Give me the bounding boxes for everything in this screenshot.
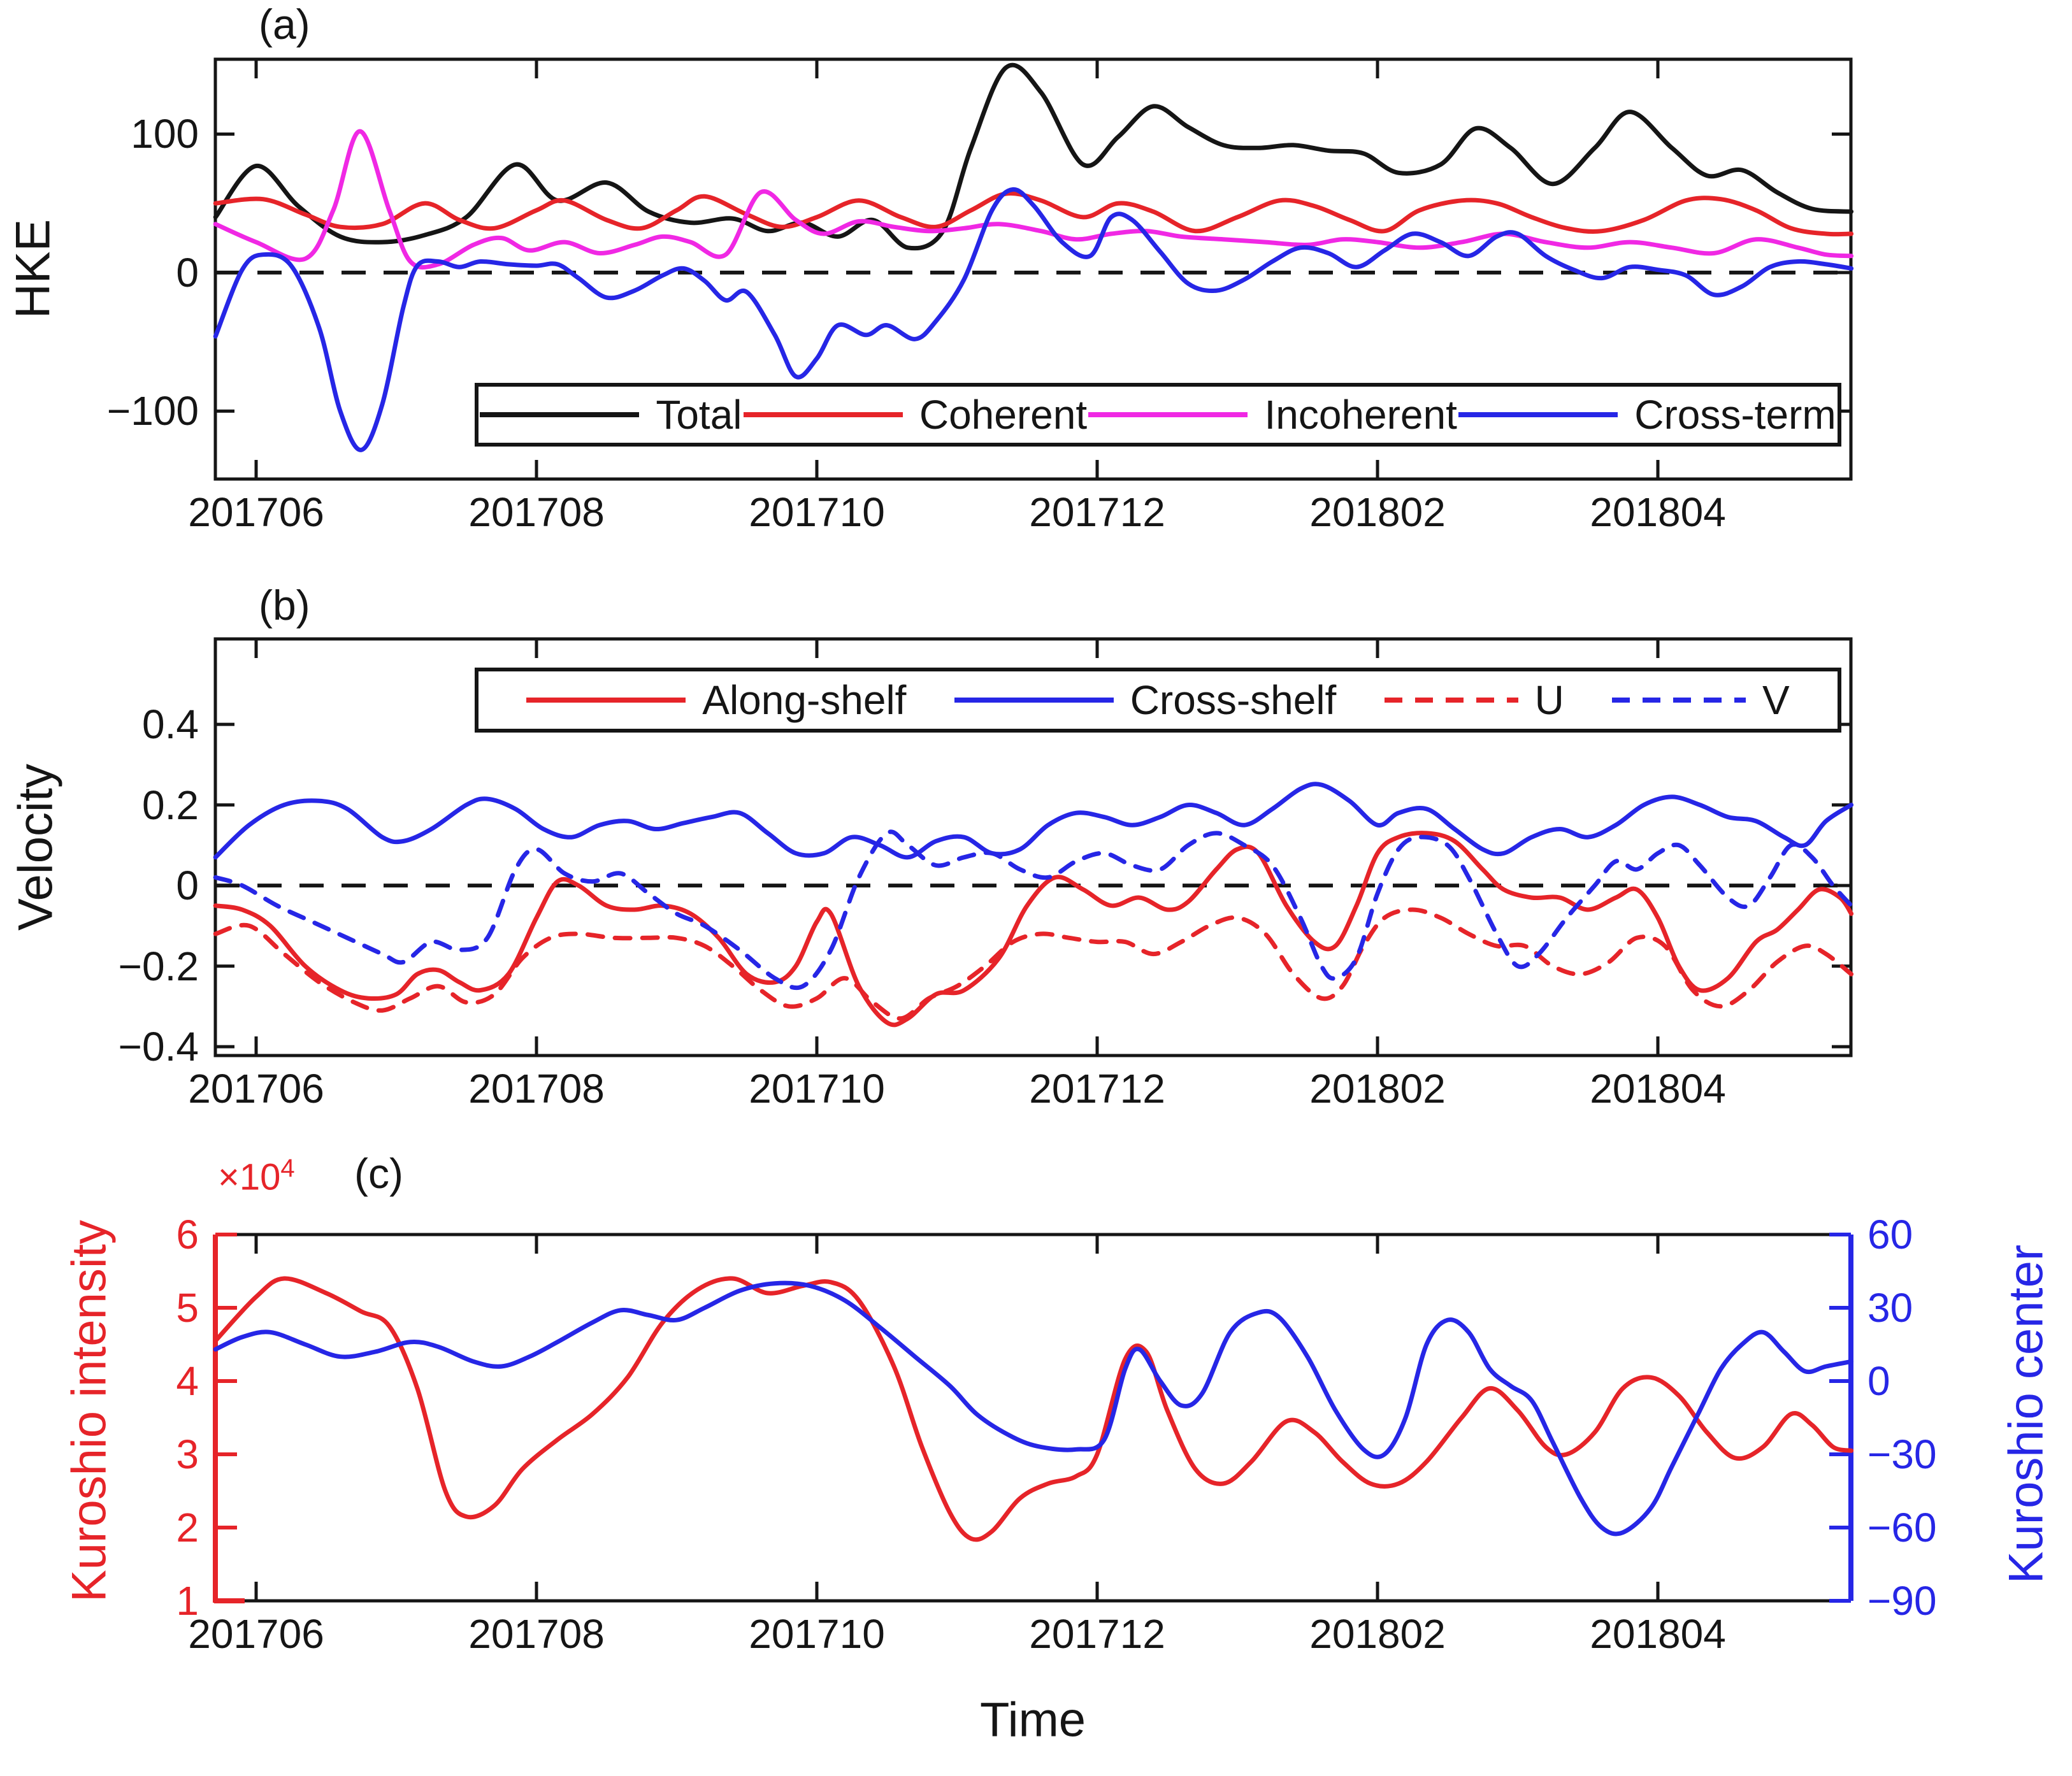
legend-item-v: V — [1612, 677, 1790, 724]
panel-c-left-ytick-label: 3 — [176, 1431, 199, 1477]
legend-label: Along-shelf — [702, 677, 907, 723]
panel-b-ytick-label: 0 — [176, 863, 199, 909]
series-total — [213, 62, 1854, 251]
legend-item-u: U — [1384, 677, 1564, 724]
panel-b-title: (b) — [259, 582, 310, 629]
series-along-shelf — [213, 831, 1854, 1028]
panel-b-ytick-label: −0.4 — [118, 1024, 199, 1070]
panel-a-legend: Total Coherent Incoherent Cross-term — [475, 383, 1841, 447]
panel-c-right-ytick-label: 30 — [1867, 1285, 1913, 1331]
panel-c-xtick-label: 201706 — [188, 1611, 324, 1657]
series-u — [213, 907, 1854, 1021]
panel-a-xtick-label: 201802 — [1309, 489, 1446, 535]
panel-c-right-ytick-label: −30 — [1867, 1431, 1937, 1477]
legend-line-sample — [1458, 412, 1618, 417]
panel-c-right-ytick-label: −90 — [1867, 1578, 1937, 1624]
panel-b-xtick-label: 201802 — [1309, 1066, 1446, 1112]
panel-c-right-ytick-label: −60 — [1867, 1505, 1937, 1550]
panel-c-axis-multiplier: ×104 — [218, 1154, 295, 1198]
panel-c-right-ytick-label: 60 — [1867, 1212, 1913, 1257]
panel-a-ylabel: HKE — [6, 218, 61, 319]
panel-b-xtick-label: 201710 — [749, 1066, 885, 1112]
panel-a-ytick-label: −100 — [106, 388, 199, 434]
panel-c-xtick-label: 201802 — [1309, 1611, 1446, 1657]
panel-b-ytick-label: 0.2 — [142, 782, 199, 828]
legend-line-sample — [954, 698, 1114, 703]
panel-a-xtick-label: 201712 — [1029, 489, 1165, 535]
panel-c-xtick-label: 201804 — [1590, 1611, 1726, 1657]
series-incoherent — [213, 129, 1854, 270]
series-kuroshio-center — [213, 1280, 1854, 1536]
series-cross-term — [213, 187, 1854, 452]
legend-item-incoherent: Incoherent — [1088, 391, 1457, 438]
legend-line-sample — [1088, 412, 1248, 417]
panel-c-left-ytick-label: 1 — [176, 1578, 199, 1624]
panel-c-xtick-label: 201708 — [468, 1611, 605, 1657]
panel-c-right-ytick-label: 0 — [1867, 1358, 1890, 1404]
legend-line-sample — [1384, 698, 1518, 703]
legend-item-cross-term: Cross-term — [1458, 391, 1836, 438]
panel-c-right-ylabel: Kuroshio center — [1999, 1244, 2054, 1584]
panel-c-left-ytick-label: 2 — [176, 1505, 199, 1550]
panel-a-ytick-label: 100 — [131, 111, 199, 157]
panel-b-xtick-label: 201708 — [468, 1066, 605, 1112]
legend-label: U — [1534, 677, 1564, 723]
legend-label: Cross-term — [1634, 392, 1836, 438]
panel-c-left-ytick-label: 5 — [176, 1285, 199, 1331]
legend-item-along-shelf: Along-shelf — [526, 677, 906, 724]
panel-a-xtick-label: 201804 — [1590, 489, 1726, 535]
panel-c-xtick-label: 201710 — [749, 1611, 885, 1657]
legend-label: Incoherent — [1264, 392, 1457, 438]
panel-a-xtick-label: 201706 — [188, 489, 324, 535]
panel-c-left-ytick-label: 4 — [176, 1358, 199, 1404]
legend-label: Coherent — [919, 392, 1088, 438]
panel-b-frame — [213, 637, 1853, 1057]
panel-c-xtick-label: 201712 — [1029, 1611, 1165, 1657]
panel-c-left-ylabel: Kuroshio intensity — [62, 1220, 117, 1602]
legend-line-sample — [743, 412, 903, 417]
series-cross-shelf — [213, 782, 1854, 860]
panel-a-xtick-label: 201708 — [468, 489, 605, 535]
panel-b-ytick-label: 0.4 — [142, 701, 199, 748]
series-coherent — [213, 190, 1854, 237]
legend-item-coherent: Coherent — [743, 391, 1088, 438]
legend-item-cross-shelf: Cross-shelf — [954, 677, 1337, 724]
legend-label: V — [1762, 677, 1790, 723]
x-axis-label: Time — [979, 1693, 1086, 1747]
series-v — [213, 829, 1854, 991]
panel-b-xtick-label: 201712 — [1029, 1066, 1165, 1112]
panel-b-legend: Along-shelf Cross-shelf U V — [475, 668, 1841, 733]
panel-b-xtick-label: 201706 — [188, 1066, 324, 1112]
legend-item-total: Total — [480, 391, 742, 438]
panel-b-ytick-label: −0.2 — [118, 943, 199, 989]
panel-a-title: (a) — [259, 1, 310, 48]
legend-label: Cross-shelf — [1130, 677, 1337, 723]
panel-b-xtick-label: 201804 — [1590, 1066, 1726, 1112]
panel-c-left-ytick-label: 6 — [176, 1212, 199, 1257]
series-kuroshio-intensity — [213, 1276, 1854, 1542]
legend-line-sample — [1612, 698, 1746, 703]
panel-c-title: (c) — [354, 1150, 403, 1197]
panel-b-ylabel: Velocity — [8, 764, 63, 931]
panel-a-xtick-label: 201710 — [749, 489, 885, 535]
legend-label: Total — [656, 392, 742, 438]
legend-line-sample — [480, 412, 640, 417]
panel-a-ytick-label: 0 — [176, 249, 199, 296]
legend-line-sample — [526, 698, 686, 703]
